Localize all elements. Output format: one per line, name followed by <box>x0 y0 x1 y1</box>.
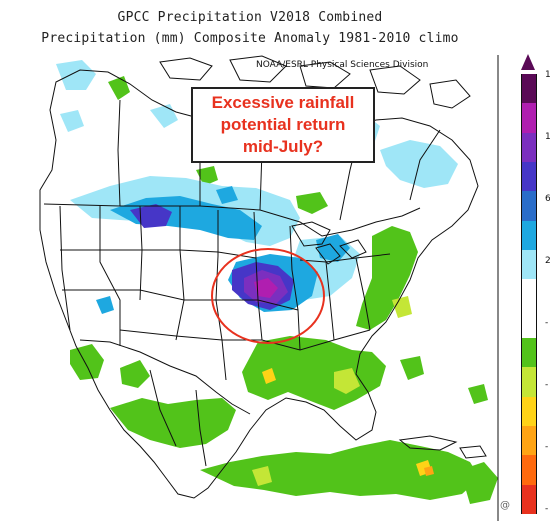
highlight-circle <box>211 248 325 344</box>
scale-segment <box>521 103 537 134</box>
map-credit: NOAA/ESRL Physical Sciences Division <box>256 60 429 70</box>
scale-top-arrow <box>521 54 535 70</box>
watermark: @ <box>500 500 510 511</box>
magenta-anomaly-areas <box>254 278 278 298</box>
annotation-callout: Excessive rainfall potential return mid-… <box>191 87 375 163</box>
scale-tick-label: - <box>545 318 549 328</box>
scale-tick-label: 6 <box>545 194 550 204</box>
callout-line2: potential return <box>220 115 346 134</box>
map-title-line1: GPCC Precipitation V2018 Combined <box>117 10 383 25</box>
orange-anomaly-areas <box>424 466 434 476</box>
callout-line3: mid-July? <box>242 137 324 156</box>
scale-tick-label: - <box>545 380 549 390</box>
color-scale-bar <box>515 60 537 515</box>
scale-tick-label: 2 <box>545 256 550 266</box>
scale-segment <box>521 484 537 515</box>
scale-segment <box>521 250 537 280</box>
light-green-anomaly-areas <box>252 296 412 486</box>
scale-segment <box>521 220 537 251</box>
scale-segment <box>521 338 537 368</box>
scale-tick-label: 1 <box>545 132 550 142</box>
scale-tick-label: 1 <box>545 70 550 80</box>
scale-segment <box>521 308 537 339</box>
scale-tick-label: - <box>545 504 549 514</box>
scale-tick-label: - <box>545 442 549 452</box>
scale-segment <box>521 426 537 456</box>
callout-line1: Excessive rainfall <box>211 93 355 112</box>
scale-segment <box>521 396 537 427</box>
scale-segment <box>521 74 537 104</box>
scale-segment <box>521 367 537 398</box>
scale-segment <box>521 132 537 163</box>
scale-segment <box>521 455 537 486</box>
map-title-line2: Precipitation (mm) Composite Anomaly 198… <box>41 31 459 46</box>
scale-segment <box>521 162 537 192</box>
scale-segment <box>521 191 537 222</box>
scale-segment <box>521 279 537 310</box>
